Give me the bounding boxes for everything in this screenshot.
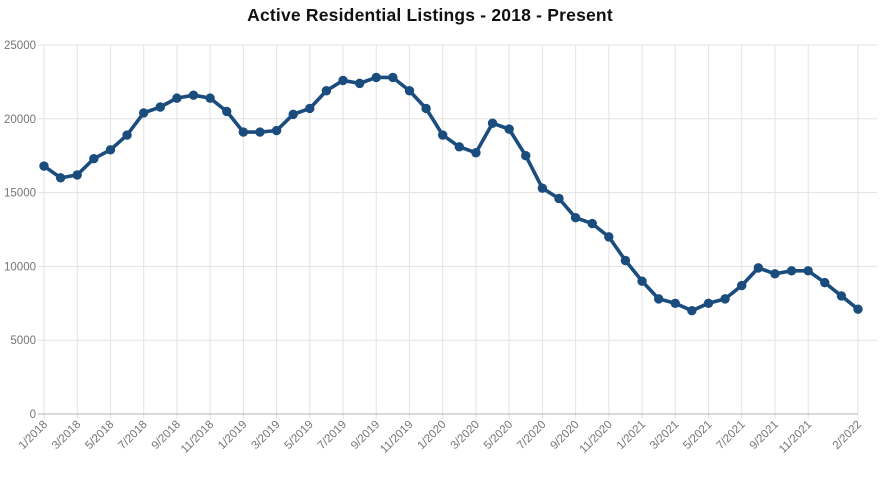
data-point[interactable] <box>521 151 531 161</box>
x-axis-tick-label: 11/2021 <box>777 419 814 456</box>
x-axis-tick-label: 2/2022 <box>831 419 864 452</box>
data-point[interactable] <box>305 103 315 114</box>
x-axis-tick-label: 7/2021 <box>714 419 747 452</box>
data-point[interactable] <box>703 298 714 308</box>
data-point[interactable] <box>620 255 631 266</box>
data-point[interactable] <box>222 106 232 117</box>
x-axis-tick-label: 3/2021 <box>648 419 681 452</box>
data-point[interactable] <box>138 108 149 118</box>
data-point[interactable] <box>587 218 597 229</box>
data-point[interactable] <box>55 173 66 183</box>
data-point[interactable] <box>122 130 132 140</box>
y-axis-tick-label: 25000 <box>4 40 36 52</box>
data-point[interactable] <box>338 75 348 86</box>
data-point[interactable] <box>437 130 448 140</box>
x-axis-tick-label: 11/2020 <box>578 419 615 456</box>
data-point[interactable] <box>188 90 199 100</box>
data-point[interactable] <box>354 78 365 89</box>
x-axis-tick-label: 5/2019 <box>283 419 316 452</box>
data-point[interactable] <box>39 161 49 171</box>
x-axis-tick-label: 1/2019 <box>216 419 249 452</box>
data-line <box>42 75 860 313</box>
y-axis-tick-label: 20000 <box>4 114 36 126</box>
data-point[interactable] <box>786 266 797 276</box>
data-point[interactable] <box>89 153 99 164</box>
x-axis-tick-label: 11/2019 <box>378 419 415 456</box>
data-point[interactable] <box>487 118 498 128</box>
data-point[interactable] <box>321 86 332 96</box>
x-axis-tick-label: 3/2020 <box>449 419 482 452</box>
x-axis-tick-label: 1/2018 <box>17 419 50 452</box>
data-point[interactable] <box>72 170 82 180</box>
data-point[interactable] <box>820 277 830 288</box>
x-axis-tick-label: 5/2020 <box>482 419 515 452</box>
x-axis-tick-label: 5/2018 <box>83 419 116 452</box>
data-point[interactable] <box>720 294 730 304</box>
x-axis-tick-label: 1/2021 <box>615 419 648 452</box>
data-point[interactable] <box>570 212 581 223</box>
data-point[interactable] <box>836 291 847 301</box>
data-point[interactable] <box>687 305 697 316</box>
data-point[interactable] <box>504 124 514 134</box>
data-point[interactable] <box>105 145 116 155</box>
data-point[interactable] <box>271 125 282 136</box>
x-axis-tick-label: 7/2018 <box>116 419 149 452</box>
data-point[interactable] <box>454 142 465 152</box>
x-axis-tick-label: 5/2021 <box>681 419 714 452</box>
data-point[interactable] <box>770 269 780 279</box>
data-point[interactable] <box>554 193 564 204</box>
x-axis-tick-label: 3/2019 <box>249 419 282 452</box>
data-point[interactable] <box>670 298 680 308</box>
data-point[interactable] <box>803 266 813 276</box>
y-axis-tick-label: 5000 <box>10 335 36 347</box>
x-axis-tick-label: 1/2020 <box>415 419 448 452</box>
y-axis-tick-label: 0 <box>30 409 36 421</box>
data-point[interactable] <box>388 72 398 83</box>
x-axis-tick-label: 11/2018 <box>179 419 216 456</box>
chart-title: Active Residential Listings - 2018 - Pre… <box>247 5 613 25</box>
data-point[interactable] <box>205 93 215 103</box>
data-point[interactable] <box>653 294 664 304</box>
x-axis-tick-label: 7/2020 <box>515 419 548 452</box>
data-point[interactable] <box>637 276 647 286</box>
x-axis-tick-label: 7/2019 <box>316 419 349 452</box>
y-axis-tick-label: 15000 <box>4 188 36 200</box>
data-point[interactable] <box>537 183 548 193</box>
data-point[interactable] <box>155 102 165 112</box>
data-point[interactable] <box>753 263 764 273</box>
data-point[interactable] <box>371 72 381 83</box>
data-point[interactable] <box>255 127 265 137</box>
data-point[interactable] <box>604 232 614 242</box>
x-axis-tick-label: 3/2018 <box>50 419 83 452</box>
data-point[interactable] <box>172 93 182 103</box>
y-axis-tick-label: 10000 <box>4 261 36 273</box>
data-point[interactable] <box>853 304 863 314</box>
data-point[interactable] <box>238 127 249 137</box>
data-point[interactable] <box>404 86 415 96</box>
data-point[interactable] <box>737 280 747 291</box>
data-point[interactable] <box>288 109 298 120</box>
data-point[interactable] <box>471 148 481 158</box>
data-point[interactable] <box>421 103 431 114</box>
